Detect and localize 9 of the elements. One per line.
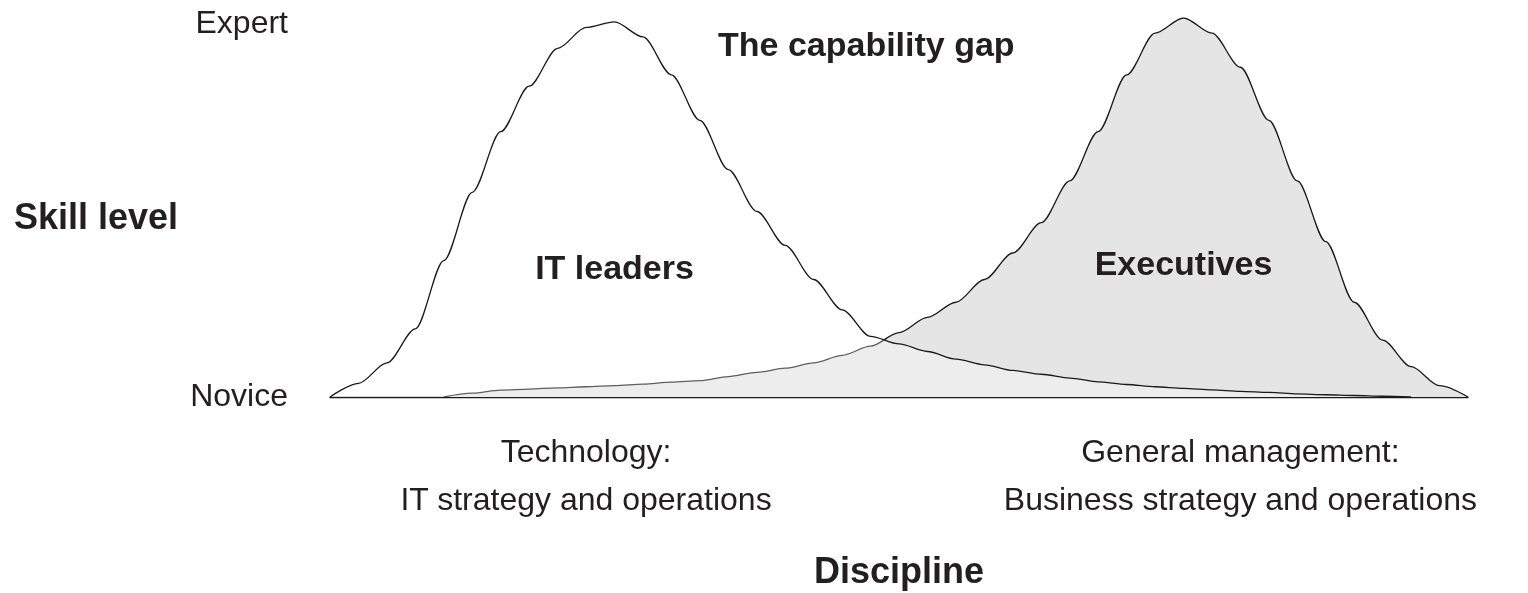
x-tick-label: Technology: IT strategy and operations [400,433,772,517]
text: Novice [190,377,288,413]
chart-title: The capability gap [718,25,1015,63]
y-axis-title: Skill level [14,195,179,237]
series-label: IT leaders [535,247,694,286]
x-tick-label: General management: Business strategy and operations [1003,433,1477,517]
x-axis-title: Discipline [813,549,985,591]
text: Expert [195,4,289,40]
series-label: Executives [1094,244,1273,282]
